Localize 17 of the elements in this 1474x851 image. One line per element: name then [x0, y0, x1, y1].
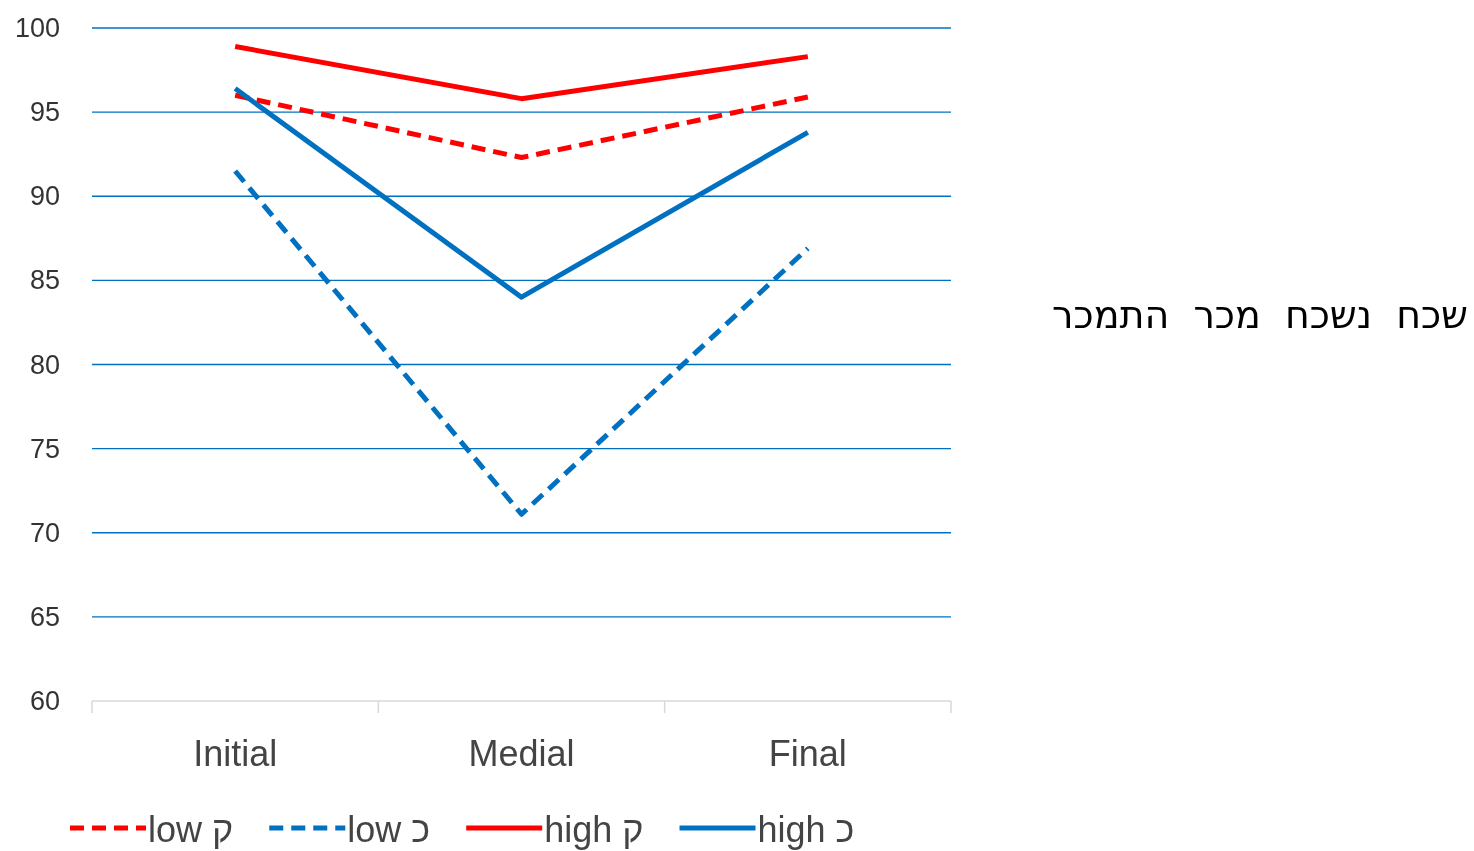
x-tick-label: Initial: [193, 733, 278, 774]
y-tick-label: 75: [29, 433, 60, 464]
legend-label: low ק: [148, 809, 234, 850]
text: שכח נשכח מכר התמכר: [1052, 293, 1468, 337]
y-tick-label: 80: [29, 349, 60, 380]
y-tick-label: 70: [29, 517, 60, 548]
y-tick-label: 95: [29, 97, 60, 128]
legend-label: high ק: [544, 809, 644, 850]
x-tick-label: Medial: [468, 733, 575, 774]
y-tick-label: 60: [29, 686, 60, 716]
y-tick-label: 85: [29, 265, 60, 296]
y-tick-label: 65: [29, 601, 60, 632]
y-tick-label: 100: [14, 13, 60, 43]
y-tick-label: 90: [29, 181, 60, 212]
legend-label: high כ: [757, 809, 855, 850]
x-tick-label: Final: [768, 733, 847, 774]
legend-label: low כ: [347, 809, 431, 850]
